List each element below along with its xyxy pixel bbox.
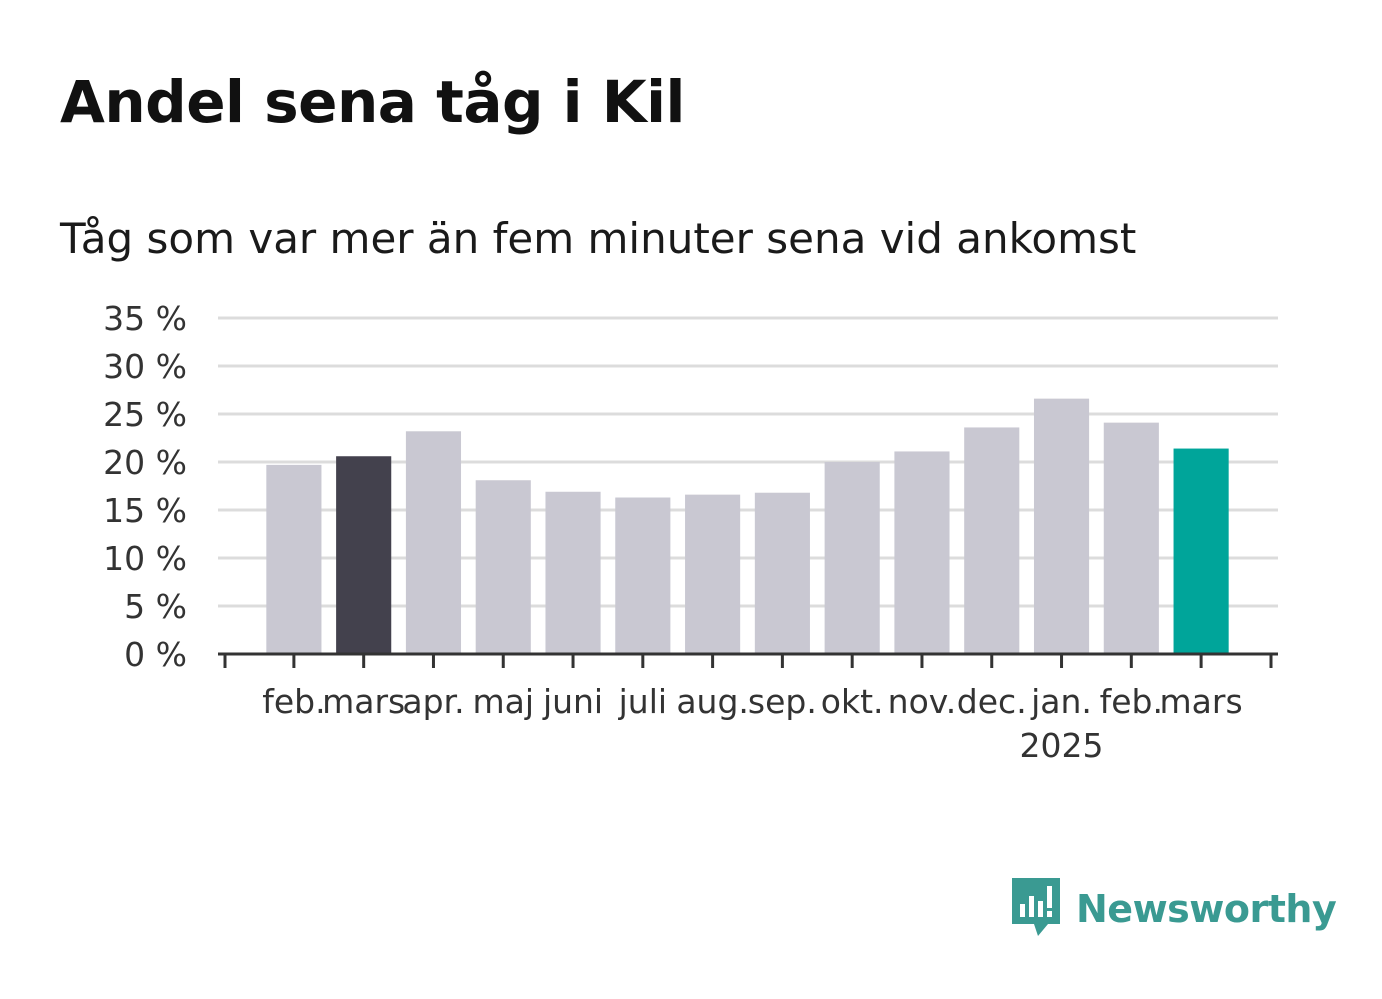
bar <box>964 427 1020 654</box>
bar <box>1033 398 1090 654</box>
x-tick-label: aug. <box>676 682 749 721</box>
bars <box>266 398 1229 654</box>
x-tick-label: dec. <box>957 682 1027 721</box>
bar <box>475 480 531 654</box>
y-tick-label: 25 % <box>103 395 187 434</box>
bar <box>754 492 810 654</box>
x-year-label: 2025 <box>1020 726 1104 765</box>
bar <box>1103 422 1159 654</box>
x-axis <box>218 652 1278 668</box>
x-tick-label: jan. <box>1030 682 1092 721</box>
x-tick-label: feb. <box>1100 682 1163 721</box>
x-tick-label: juni <box>542 682 603 721</box>
y-tick-label: 10 % <box>103 539 187 578</box>
x-tick-label: sep. <box>748 682 817 721</box>
bar <box>615 497 671 654</box>
bar <box>894 451 950 654</box>
bar <box>336 456 392 654</box>
x-tick-label: mars <box>322 682 405 721</box>
x-tick-label: okt. <box>821 682 884 721</box>
bar <box>685 494 741 654</box>
x-tick-label: juli <box>618 682 667 721</box>
x-tick-label: mars <box>1160 682 1243 721</box>
y-tick-label: 5 % <box>124 587 187 626</box>
chart-title: Andel sena tåg i Kil <box>60 68 685 136</box>
x-tick-label: feb. <box>262 682 325 721</box>
bar <box>545 491 601 654</box>
bar <box>266 464 322 654</box>
x-tick-label: maj <box>472 682 534 721</box>
brand-logo: Newsworthy <box>1010 878 1337 940</box>
brand-name: Newsworthy <box>1076 887 1337 931</box>
y-tick-label: 20 % <box>103 443 187 482</box>
bar <box>405 431 462 654</box>
bar <box>824 462 880 654</box>
bar <box>1173 448 1229 654</box>
x-tick-label: nov. <box>888 682 957 721</box>
chart-subtitle: Tåg som var mer än fem minuter sena vid … <box>60 214 1137 263</box>
gridlines <box>218 316 1278 608</box>
newsworthy-logo-icon <box>1012 878 1060 936</box>
y-tick-label: 35 % <box>103 299 187 338</box>
x-tick-label: apr. <box>402 682 464 721</box>
axis-labels: 0 %5 %10 %15 %20 %25 %30 %35 %feb.marsap… <box>103 299 1243 765</box>
bar-chart: 0 %5 %10 %15 %20 %25 %30 %35 %feb.marsap… <box>103 299 1278 765</box>
y-tick-label: 30 % <box>103 347 187 386</box>
y-tick-label: 15 % <box>103 491 187 530</box>
y-tick-label: 0 % <box>124 635 187 674</box>
